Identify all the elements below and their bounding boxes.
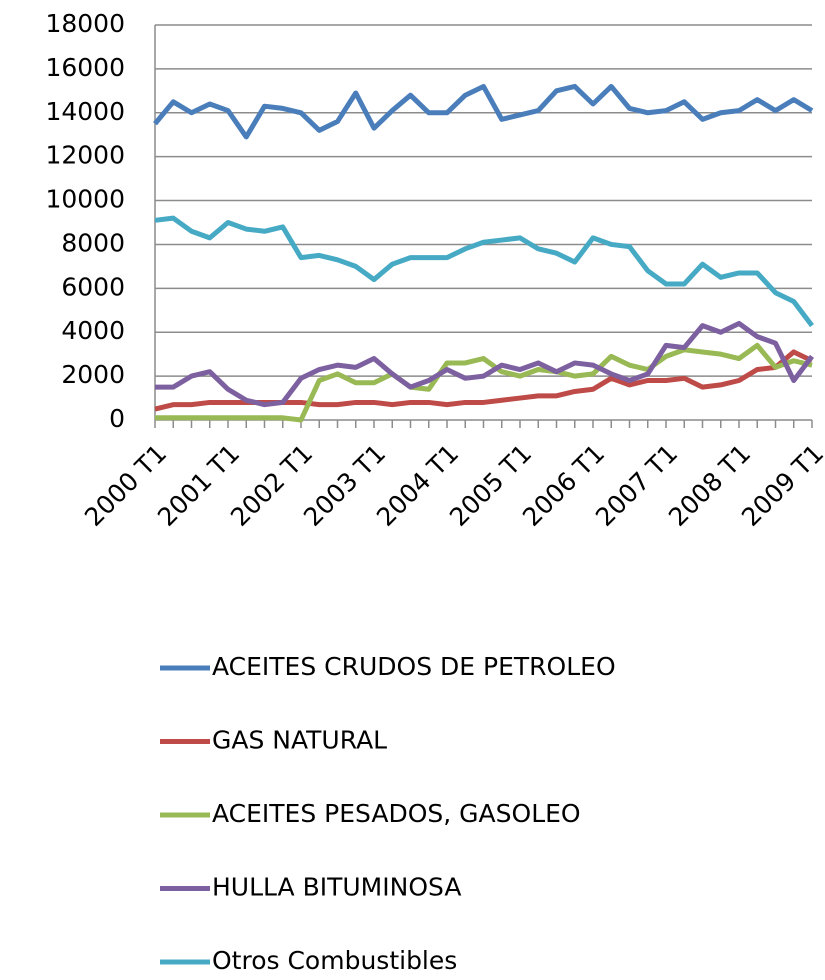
series-line	[153, 83, 814, 140]
y-tick-label: 14000	[45, 97, 125, 126]
series-line	[155, 342, 813, 423]
series-line	[154, 215, 814, 328]
y-tick-label: 18000	[45, 9, 125, 38]
legend-label: ACEITES PESADOS, GASOLEO	[212, 799, 581, 828]
legend-label: ACEITES CRUDOS DE PETROLEO	[212, 652, 616, 681]
y-tick-label: 8000	[61, 228, 125, 257]
legend-label: HULLA BITUMINOSA	[212, 873, 461, 902]
y-tick-label: 6000	[61, 272, 125, 301]
y-tick-label: 2000	[61, 360, 125, 389]
y-tick-label: 12000	[45, 141, 125, 170]
y-tick-label: 16000	[45, 53, 125, 82]
y-tick-label: 10000	[45, 185, 125, 214]
y-tick-label: 0	[109, 404, 125, 433]
legend-label: GAS NATURAL	[212, 726, 387, 755]
y-tick-label: 4000	[61, 316, 125, 345]
series-line	[155, 320, 814, 408]
legend-label: Otros Combustibles	[212, 946, 457, 975]
